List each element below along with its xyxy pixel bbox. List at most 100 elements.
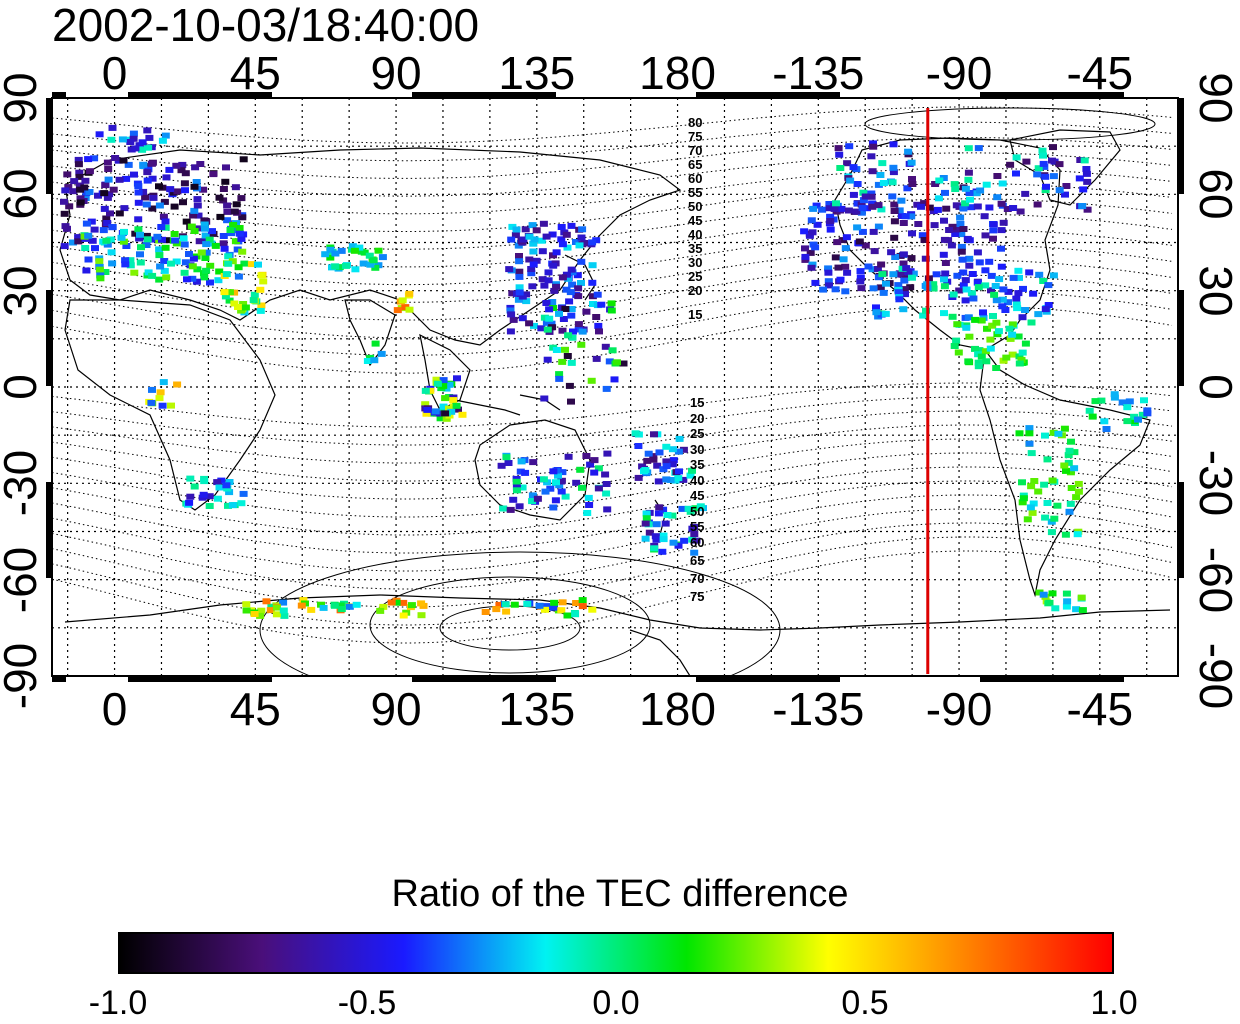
tec-cell bbox=[565, 298, 574, 305]
tec-cell bbox=[215, 484, 224, 491]
tec-cell bbox=[191, 164, 200, 171]
tec-cell bbox=[813, 221, 822, 228]
tec-cell bbox=[439, 382, 448, 389]
tec-cell bbox=[502, 454, 511, 461]
tec-cell bbox=[853, 181, 862, 187]
tec-cell bbox=[942, 205, 951, 212]
tec-cell bbox=[662, 458, 671, 465]
tec-cell bbox=[234, 304, 242, 310]
tec-cell bbox=[939, 175, 948, 181]
tec-cell bbox=[61, 187, 70, 194]
tec-cell bbox=[877, 206, 886, 213]
tec-cell bbox=[510, 601, 519, 608]
tec-cell bbox=[1009, 205, 1018, 211]
tec-cell bbox=[200, 221, 209, 228]
tec-cell bbox=[607, 307, 616, 314]
tec-cell bbox=[842, 234, 851, 241]
tec-cell bbox=[1065, 508, 1074, 515]
tec-cell bbox=[567, 222, 576, 229]
tec-cell bbox=[130, 171, 138, 178]
tec-cell bbox=[869, 143, 878, 150]
tec-cell bbox=[201, 225, 209, 232]
tec-cell bbox=[577, 258, 586, 265]
tec-cell bbox=[1066, 500, 1075, 507]
tec-cell bbox=[873, 266, 882, 272]
tec-cell bbox=[1015, 360, 1024, 367]
tec-cell bbox=[162, 274, 171, 281]
tec-cell bbox=[1029, 500, 1038, 507]
tec-cell bbox=[557, 607, 566, 614]
tec-cell bbox=[142, 232, 151, 239]
tec-cell bbox=[160, 198, 169, 205]
tec-cell bbox=[257, 302, 266, 309]
tec-cell bbox=[330, 602, 339, 609]
tec-cell bbox=[998, 303, 1007, 310]
tec-cell bbox=[202, 267, 211, 274]
tec-cell bbox=[1014, 333, 1023, 340]
tec-cell bbox=[143, 272, 152, 279]
tec-cell bbox=[807, 217, 816, 224]
tec-cell bbox=[841, 288, 850, 295]
tec-cell bbox=[563, 244, 572, 251]
tec-cell bbox=[167, 402, 175, 409]
tec-cell bbox=[1070, 449, 1079, 456]
tec-cell bbox=[521, 469, 530, 476]
tec-cell bbox=[90, 226, 99, 233]
tec-cell bbox=[1067, 438, 1075, 445]
tec-cell bbox=[147, 160, 156, 167]
tec-cell bbox=[393, 307, 402, 314]
tec-cell bbox=[539, 220, 548, 227]
tec-cell bbox=[987, 287, 995, 294]
tec-cell bbox=[874, 223, 883, 230]
tec-cell bbox=[441, 410, 450, 417]
tec-cell bbox=[173, 188, 182, 195]
tec-cell bbox=[954, 349, 963, 356]
tec-cell bbox=[998, 296, 1007, 303]
tec-cell bbox=[845, 143, 854, 150]
tec-cell bbox=[139, 161, 148, 168]
tec-cell bbox=[231, 238, 240, 245]
tec-cell bbox=[187, 223, 196, 230]
map-frame bbox=[51, 97, 1179, 677]
colorbar-title: Ratio of the TEC difference bbox=[391, 873, 849, 915]
tec-cell bbox=[876, 172, 885, 178]
tec-cell bbox=[331, 263, 340, 270]
tec-cell bbox=[1041, 173, 1050, 180]
tec-cell bbox=[920, 237, 929, 243]
tec-cell bbox=[539, 476, 548, 483]
tec-cell bbox=[929, 208, 938, 215]
tec-cell bbox=[227, 230, 236, 237]
tec-cell bbox=[546, 485, 555, 492]
tec-cell bbox=[254, 261, 262, 268]
tec-cell bbox=[986, 336, 995, 343]
tec-cell bbox=[965, 190, 974, 196]
tec-cell bbox=[904, 148, 913, 155]
tec-cell bbox=[185, 499, 194, 506]
tec-cell bbox=[1021, 307, 1029, 313]
tec-cell bbox=[215, 268, 224, 275]
tec-cell bbox=[527, 266, 536, 272]
tec-cell bbox=[148, 386, 156, 393]
tec-cell bbox=[961, 200, 970, 207]
tec-cell bbox=[894, 289, 903, 296]
tec-cell bbox=[1070, 465, 1079, 472]
tec-cell bbox=[565, 382, 574, 389]
tec-cell bbox=[882, 280, 890, 287]
contour-north bbox=[52, 228, 1173, 286]
tec-cell bbox=[999, 286, 1008, 293]
tec-cell bbox=[208, 228, 216, 235]
tec-cell bbox=[1012, 154, 1021, 161]
tec-cell bbox=[119, 157, 128, 164]
tec-cell bbox=[608, 347, 617, 354]
tec-cell bbox=[649, 453, 658, 460]
tec-cell bbox=[548, 299, 557, 305]
tec-cell bbox=[631, 430, 640, 437]
tec-cell bbox=[589, 301, 597, 307]
tec-cell bbox=[143, 127, 152, 134]
tec-cell bbox=[492, 606, 501, 613]
tec-cell bbox=[131, 230, 140, 237]
tec-cell bbox=[889, 271, 898, 278]
tec-cell bbox=[107, 136, 116, 143]
tec-cell bbox=[952, 337, 961, 344]
tec-cell bbox=[190, 183, 199, 190]
